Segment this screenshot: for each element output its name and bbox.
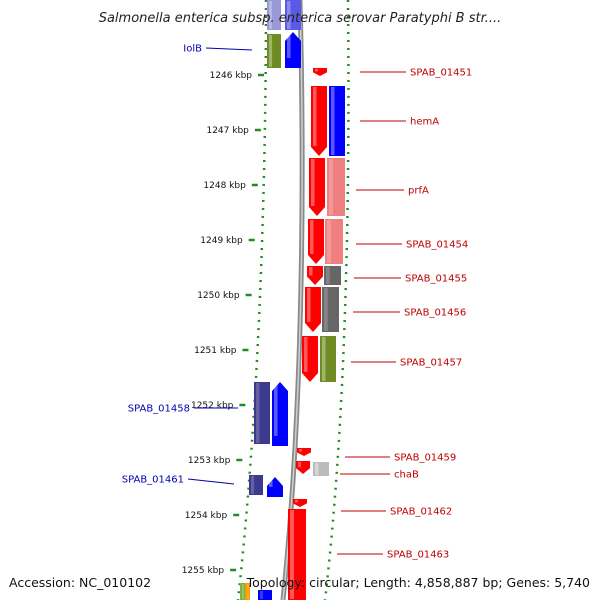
scale-tick: 1254 kbp [185, 511, 240, 521]
gene-label-text: hemA [410, 117, 439, 128]
gene-spab-01458-navy [254, 382, 270, 444]
gene-label-spab-01462: SPAB_01462 [341, 507, 452, 518]
gene-prfa-salmon [327, 158, 345, 216]
gene-label-text: SPAB_01451 [410, 68, 472, 79]
gene-bottom-orange [245, 583, 250, 600]
gene-label-text: chaB [394, 470, 419, 481]
scale-tick: 1251 kbp [194, 346, 249, 356]
gene-spab-01461-navy [249, 475, 263, 495]
gene-label-iolB: IolB [183, 44, 253, 55]
topology-text: Topology: circular; Length: 4,858,887 bp… [246, 575, 590, 590]
gene-label-hema: hemA [360, 117, 439, 128]
gene-hema-blue [329, 86, 345, 156]
gene-features [240, 0, 345, 600]
gene-label-text: SPAB_01457 [400, 358, 462, 369]
scale-tick: 1253 kbp [188, 456, 243, 466]
kbp-scale: 1246 kbp 1247 kbp 1248 kbp 1249 kbp 1250 kbp… [182, 71, 264, 576]
gene-spab-01455-red [307, 266, 323, 285]
gene-label-text: SPAB_01459 [394, 453, 456, 464]
gene-hema-red [311, 86, 327, 156]
gene-spab-01456-red [305, 287, 321, 332]
gene-iolb-blue [285, 32, 301, 68]
scale-tick: 1247 kbp [206, 126, 261, 136]
gene-bottom-blue [258, 590, 272, 600]
gene-spab-01461-blue [267, 477, 283, 497]
gene-label-spab-01463: SPAB_01463 [337, 550, 449, 561]
scale-tick: 1246 kbp [210, 71, 264, 81]
gene-label-text: SPAB_01461 [122, 475, 184, 486]
accession-text: Accession: NC_010102 [9, 575, 151, 590]
tick-label: 1248 kbp [203, 181, 246, 191]
gene-chab-gray [313, 462, 329, 476]
scale-tick: 1248 kbp [203, 181, 258, 191]
tick-label: 1246 kbp [210, 71, 253, 81]
gene-label-text: SPAB_01463 [387, 550, 449, 561]
gene-label-text: SPAB_01462 [390, 507, 452, 518]
gene-labels: IolB SPAB_01451 hemA prfA SPAB_01454 SPAB_014… [122, 44, 473, 561]
tick-label: 1249 kbp [200, 236, 243, 246]
forward-strand-dots [236, 0, 268, 600]
gene-label-text: SPAB_01458 [128, 404, 190, 415]
gene-label-text: prfA [408, 186, 429, 197]
gene-spab-01454-red [308, 219, 324, 264]
gene-label-spab-01454: SPAB_01454 [356, 240, 468, 251]
gene-spab-01454-salmon [325, 219, 343, 264]
gene-spab-01455-gray [324, 266, 341, 285]
gene-label-spab-01457: SPAB_01457 [351, 358, 462, 369]
gene-label-spab-01459: SPAB_01459 [345, 453, 456, 464]
tick-label: 1255 kbp [182, 566, 225, 576]
gene-spab-01459-red [297, 448, 311, 456]
tick-label: 1252 kbp [191, 401, 234, 411]
gene-prfa-red [309, 158, 325, 216]
gene-spab-01457-olive [320, 336, 336, 382]
gene-label-spab-01455: SPAB_01455 [354, 274, 467, 285]
genome-title: Salmonella enterica subsp. enterica sero… [99, 11, 502, 26]
scale-tick: 1249 kbp [200, 236, 255, 246]
gene-spab-01451-red [313, 68, 327, 76]
gene-chab-red [296, 461, 310, 474]
gene-label-spab-01458: SPAB_01458 [128, 404, 238, 415]
gene-top-left-pale [267, 0, 281, 30]
tick-label: 1247 kbp [206, 126, 249, 136]
gene-label-chab: chaB [340, 470, 419, 481]
tick-label: 1253 kbp [188, 456, 231, 466]
scale-tick: 1252 kbp [191, 401, 246, 411]
gene-spab-01456-gray [322, 287, 339, 332]
gene-label-spab-01456: SPAB_01456 [353, 308, 466, 319]
tick-label: 1251 kbp [194, 346, 237, 356]
gene-spab-01463-red [288, 509, 306, 600]
gene-spab-01462-red [293, 499, 307, 507]
gene-label-text: SPAB_01455 [405, 274, 467, 285]
gene-spab-01457-red [302, 336, 318, 382]
gene-top-right-pale [285, 0, 301, 30]
gene-bottom-green [240, 583, 245, 600]
gene-label-spab-01451: SPAB_01451 [360, 68, 472, 79]
scale-tick: 1250 kbp [197, 291, 252, 301]
tick-label: 1254 kbp [185, 511, 228, 521]
gene-label-prfa: prfA [356, 186, 429, 197]
gene-label-text: IolB [183, 44, 202, 55]
scale-tick: 1255 kbp [182, 566, 237, 576]
gene-label-text: SPAB_01456 [404, 308, 466, 319]
tick-label: 1250 kbp [197, 291, 240, 301]
gene-spab-01458-blue [272, 382, 288, 446]
gene-label-spab-01461: SPAB_01461 [122, 475, 235, 486]
gene-label-text: SPAB_01454 [406, 240, 468, 251]
gene-iolb-olive [267, 34, 281, 68]
